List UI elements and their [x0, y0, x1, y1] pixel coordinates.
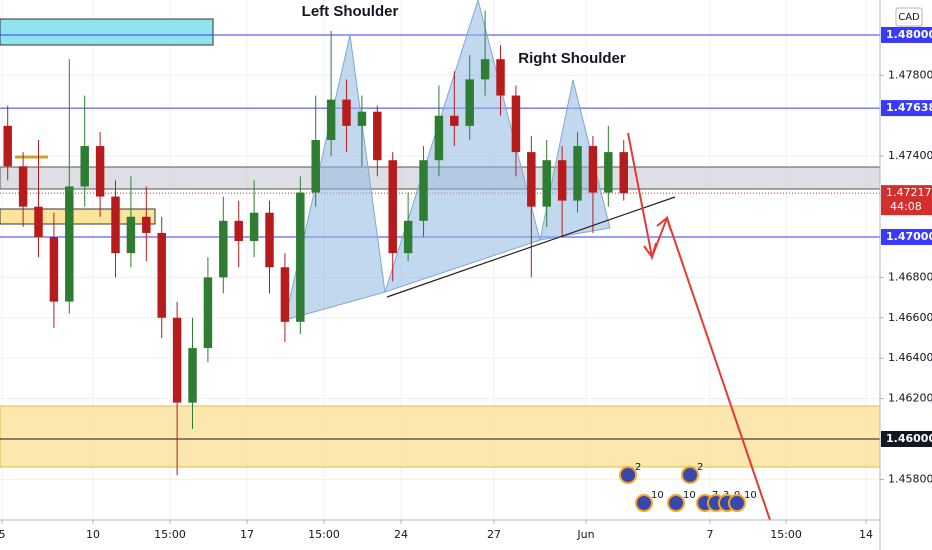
x-tick-label: 7 [706, 528, 713, 541]
neckline [386, 196, 676, 298]
currency: CAD [898, 12, 920, 23]
candle-body [619, 152, 628, 194]
candle-body [49, 236, 59, 302]
candle-body [111, 196, 120, 254]
event-icon [728, 494, 746, 512]
x-tick-label: Jun [576, 528, 594, 541]
candle-body [265, 212, 274, 268]
candle-body [604, 152, 613, 193]
candle-body [95, 146, 105, 197]
candle-body [573, 146, 582, 201]
candle-body [373, 111, 382, 161]
candle-body [3, 125, 12, 167]
currency-box [895, 7, 923, 27]
price-level-label: 1.48000 [886, 28, 932, 41]
event-count: 10 [651, 490, 664, 501]
event-count: 2 [697, 462, 703, 473]
candle-body [588, 146, 598, 193]
x-tick-label: 15:00 [770, 528, 802, 541]
events: 22101073010 [619, 462, 757, 512]
candle-body [480, 59, 490, 80]
candle-body [234, 220, 243, 242]
candle-body [434, 115, 444, 161]
candle-body [65, 186, 74, 302]
x-tick-label: 27 [487, 528, 501, 541]
countdown: 44:08 [890, 200, 922, 213]
event-icon [667, 494, 685, 512]
arrow-head [656, 216, 672, 232]
candle-body [342, 99, 351, 126]
candle-body [511, 95, 521, 153]
candle-body [296, 192, 305, 322]
candles [3, 10, 628, 476]
event-icon [681, 466, 699, 484]
event-count: 2 [635, 462, 641, 473]
y-tick-label: 1.46600 [888, 311, 932, 324]
right-shoulder-label: Right Shoulder [518, 50, 626, 67]
y-tick-label: 1.47400 [888, 149, 932, 162]
x-tick-label: 10 [86, 528, 100, 541]
last-price-badge [881, 185, 932, 216]
y-tick-label: 1.46800 [888, 270, 932, 283]
y-tick-label: 1.45800 [888, 472, 932, 485]
candle-body [542, 160, 551, 207]
last-price-label: 1.47217 [886, 186, 932, 199]
event-icon [619, 466, 637, 484]
x-tick-label: 15:00 [154, 528, 186, 541]
candle-body [557, 160, 567, 201]
candle-body [311, 140, 320, 193]
candle-body [172, 317, 182, 403]
candle-body [142, 216, 151, 233]
candle-body [203, 277, 213, 349]
projection-arrow [627, 132, 771, 521]
price-level-label: 1.47000 [886, 230, 932, 243]
candle-body [188, 348, 197, 403]
candle-body [157, 232, 166, 318]
arrow-head [643, 242, 657, 260]
candle-body [34, 206, 43, 237]
y-tick-label: 1.47800 [888, 68, 932, 81]
price-level-label: 1.46000 [886, 432, 932, 445]
event-count: 10 [744, 490, 757, 501]
demand-zone [0, 405, 881, 468]
candle-body [403, 220, 413, 254]
candle-body [450, 115, 459, 126]
event-icon [635, 494, 653, 512]
supply-zone [0, 18, 214, 46]
candle-body [280, 267, 290, 322]
price-axis [880, 0, 932, 550]
price-level-label: 1.47638 [886, 101, 932, 114]
y-tick-label: 1.46400 [888, 351, 932, 364]
candle-body [219, 220, 228, 278]
candle-body [249, 212, 259, 242]
event-count: 10 [683, 490, 696, 501]
x-tick-label: 14 [859, 528, 873, 541]
price-level-badge [881, 430, 932, 447]
candle-body [126, 216, 136, 254]
price-level-badge [881, 26, 932, 43]
candle-body [496, 59, 505, 96]
price-level-badge [881, 228, 932, 245]
axis-labels: 1.47800 1.47400 1.46800 1.46600 1.46400 1.462… [0, 26, 932, 541]
price-level-badge [881, 100, 932, 117]
x-tick-label: 24 [394, 528, 408, 541]
y-tick-label: 1.46200 [888, 392, 932, 405]
candle-body [388, 160, 397, 254]
candle-body [527, 152, 536, 207]
x-tick-label: 17 [240, 528, 254, 541]
candle-body [419, 160, 428, 221]
candle-body [465, 79, 474, 126]
candle-body [18, 166, 28, 207]
left-shoulder-label: Left Shoulder [302, 3, 399, 20]
x-tick-label: 15:00 [308, 528, 340, 541]
candle-body [326, 99, 336, 140]
candle-body [80, 146, 89, 187]
x-tick-label: 5 [0, 528, 6, 541]
candle-body [357, 111, 367, 126]
